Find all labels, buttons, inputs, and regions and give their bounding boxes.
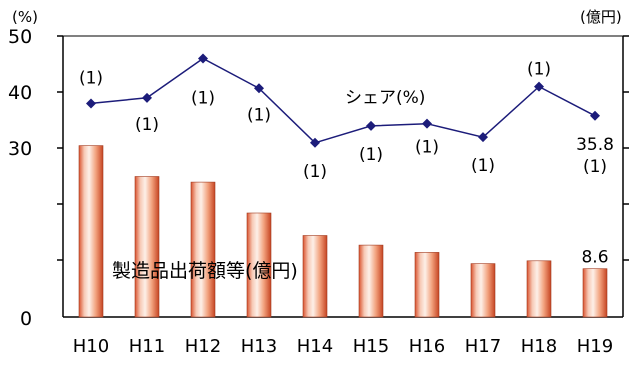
line-point [142,92,152,103]
line-point [478,132,488,143]
bar [582,268,608,318]
line-point-label: (1) [415,138,439,158]
x-tick-label: H12 [185,336,221,357]
bar [414,252,440,318]
bar [470,263,496,318]
line-point-label: (1) [583,157,607,177]
x-tick-label: H14 [297,336,333,357]
y-tick-label: 30 [8,138,32,160]
y-tick-label: 50 [8,26,32,48]
bar-series: 8.6 [78,145,609,318]
line-point [254,83,264,94]
series-line [90,57,596,144]
line-series: (1)(1)(1)(1)(1)(1) (1)(1)(1)(1)35.8 [79,53,614,182]
right-axis-unit: (億円) [580,8,622,26]
bar [302,235,328,318]
y-tick-label: 40 [8,82,32,104]
line-point-label: (1) [79,68,103,88]
line-point-label: (1) [471,156,495,176]
bar [526,260,552,318]
bar [358,244,384,318]
x-tick-label: H18 [521,336,557,357]
bar [246,212,272,318]
x-tick-label: H10 [73,336,109,357]
line-value-label: 35.8 [576,135,614,155]
bar-value-label: 8.6 [581,248,608,268]
x-tick-label: H17 [465,336,501,357]
y-tick-label: 0 [20,308,32,330]
line-point [590,110,600,121]
line-point [534,81,544,92]
bar-series-label: 製造品出荷額等(億円) [112,260,298,282]
line-point [310,137,320,148]
line-point [422,118,432,129]
line-point-label: (1) [247,105,271,125]
x-tick-labels: H10 H11 H12 H13 H14 H15 H16 H17 H18 H19 [73,336,613,357]
x-tick-label: H15 [353,336,389,357]
x-tick-label: H16 [409,336,445,357]
line-point-label: (1) [527,60,551,80]
line-point-label: (1) [191,89,215,109]
line-series-label: シェア(%) [345,88,425,108]
x-tick-label: H11 [129,336,165,357]
bar [190,181,216,318]
left-axis-unit: (%) [12,8,38,26]
line-point [366,120,376,131]
x-tick-label: H13 [241,336,277,357]
line-point-label: (1) [303,162,327,182]
bar [134,176,160,318]
line-point [198,53,208,64]
line-point-label: (1) [135,115,159,135]
bar [78,145,104,318]
line-point-label: (1) [359,145,383,165]
x-tick-label: H19 [577,336,613,357]
line-point [86,98,96,109]
